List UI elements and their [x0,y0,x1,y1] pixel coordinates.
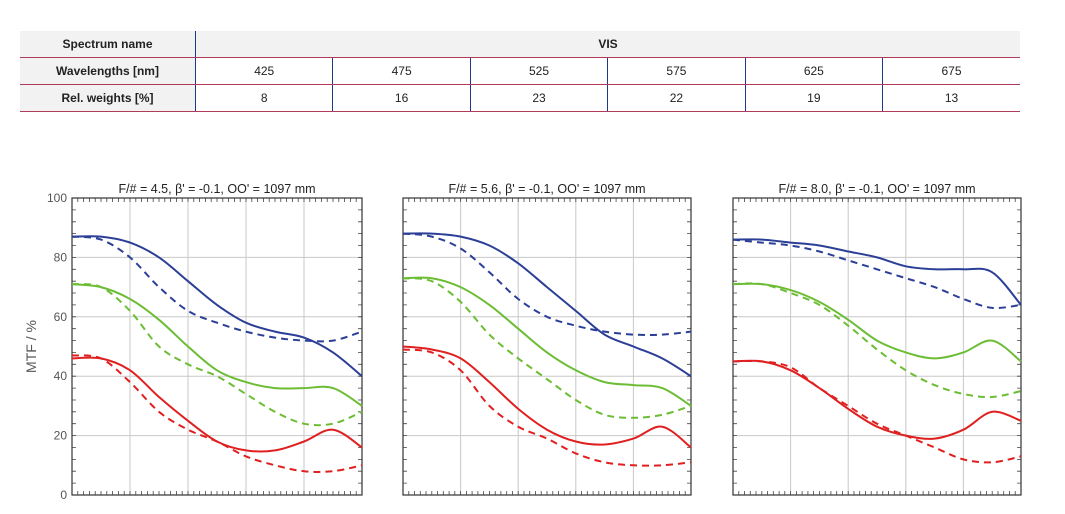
wavelengths-row: Wavelengths [nm] 425 475 525 575 625 675 [20,57,1020,85]
spectrum-value: VIS [195,31,1020,58]
series-line-dashed [402,348,692,467]
series-line-solid [71,283,363,407]
weight-cell: 16 [332,84,471,112]
minor-ticks [403,198,691,495]
series-line-solid [402,345,692,449]
series-line-dashed [732,359,1022,464]
wavelength-cell: 625 [745,57,884,85]
series-line-solid [402,276,692,407]
weight-cell: 13 [882,84,1020,112]
minor-ticks [733,198,1021,495]
weight-cell: 8 [195,84,334,112]
minor-ticks [72,198,362,495]
series-line-dashed [402,232,692,336]
y-tick-label: 20 [54,429,68,443]
chart-title: F/# = 5.6, β' = -0.1, OO' = 1097 mm [448,182,645,196]
series-line-solid [71,356,363,453]
series-line-solid [71,235,363,377]
y-tick-label: 100 [47,191,67,205]
spectrum-row: Spectrum name VIS [20,31,1020,58]
y-tick-label: 0 [60,488,67,502]
wavelength-cell: 475 [332,57,471,85]
wavelength-cell: 525 [470,57,609,85]
series-line-dashed [71,235,363,343]
wavelengths-label: Wavelengths [nm] [20,57,196,85]
plot-frame [71,197,363,496]
weight-cell: 19 [745,84,884,112]
weights-row: Rel. weights [%] 8 16 23 22 19 13 [20,84,1020,112]
spectrum-table: Spectrum name VIS Wavelengths [nm] 425 4… [20,31,1020,112]
series-line-solid [402,232,692,378]
y-tick-label: 80 [54,250,68,264]
chart-title: F/# = 8.0, β' = -0.1, OO' = 1097 mm [778,182,975,196]
chart-title: F/# = 4.5, β' = -0.1, OO' = 1097 mm [118,182,315,196]
series-line-solid [732,238,1022,306]
y-axis-label: MTF / % [23,320,39,373]
series-line-solid [732,282,1022,363]
weight-cell: 22 [607,84,746,112]
series-line-solid [732,359,1022,440]
series-line-dashed [732,282,1022,399]
y-tick-label: 40 [54,369,68,383]
spectrum-label: Spectrum name [20,31,196,58]
series-line-dashed [71,354,363,473]
plot-frame [402,197,692,496]
wavelength-cell: 575 [607,57,746,85]
series-line-dashed [732,238,1022,310]
series-line-dashed [402,277,692,419]
weight-cell: 23 [470,84,609,112]
weights-label: Rel. weights [%] [20,84,196,112]
wavelength-cell: 675 [882,57,1020,85]
plot-frame [732,197,1022,496]
y-tick-label: 60 [54,310,68,324]
wavelength-cell: 425 [195,57,334,85]
